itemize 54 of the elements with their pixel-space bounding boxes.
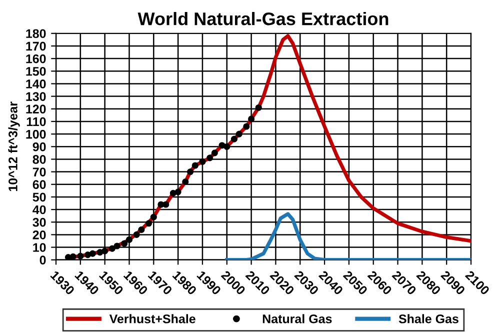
point bbox=[182, 178, 189, 186]
point bbox=[77, 252, 84, 260]
point bbox=[108, 245, 116, 252]
y-tick-label: 130 bbox=[26, 92, 46, 101]
point bbox=[70, 253, 76, 260]
point bbox=[170, 190, 176, 196]
point bbox=[121, 240, 128, 247]
point bbox=[230, 136, 238, 142]
point bbox=[199, 158, 206, 166]
point bbox=[243, 123, 250, 130]
line-series bbox=[225, 212, 471, 260]
point bbox=[126, 236, 133, 244]
point bbox=[162, 201, 170, 208]
y-tick-label: 30 bbox=[32, 218, 46, 227]
point bbox=[150, 214, 157, 220]
y-tick-label: 150 bbox=[26, 66, 46, 76]
y-tick-label: 120 bbox=[26, 104, 46, 114]
y-tick-label: 90 bbox=[32, 142, 46, 152]
point bbox=[211, 150, 218, 156]
point bbox=[224, 143, 230, 150]
point bbox=[96, 249, 104, 256]
point bbox=[133, 231, 140, 238]
point bbox=[186, 168, 194, 176]
point bbox=[236, 130, 242, 138]
point bbox=[84, 252, 92, 258]
y-tick-label: 100 bbox=[26, 130, 46, 139]
y-tick-label: 60 bbox=[32, 180, 46, 190]
point bbox=[255, 104, 262, 111]
y-tick-label: 170 bbox=[26, 42, 46, 51]
y-tick-label: 160 bbox=[26, 54, 46, 64]
y-tick-label: 0 bbox=[40, 256, 46, 265]
y-tick-label: 110 bbox=[26, 117, 46, 126]
y-tick-label: 20 bbox=[32, 230, 46, 240]
point bbox=[114, 242, 120, 250]
point bbox=[102, 248, 108, 254]
point bbox=[174, 188, 182, 196]
y-tick-label: 50 bbox=[32, 192, 46, 202]
y-tick-label: 10 bbox=[33, 243, 46, 252]
point bbox=[248, 116, 255, 122]
point bbox=[89, 250, 96, 257]
point bbox=[138, 226, 145, 233]
legend-label: Natural Gas bbox=[262, 314, 332, 324]
y-tick-label: 80 bbox=[32, 155, 46, 164]
y-tick-label: 40 bbox=[32, 205, 46, 214]
point bbox=[192, 162, 198, 169]
y-axis-title: 10^12 ft^3/year bbox=[8, 102, 20, 192]
point bbox=[206, 154, 214, 162]
legend-label: Shale Gas bbox=[398, 314, 458, 324]
legend-label: Verhust+Shale bbox=[109, 314, 196, 324]
y-tick-label: 70 bbox=[32, 168, 46, 176]
y-tick-label: 180 bbox=[26, 29, 46, 38]
point bbox=[145, 220, 152, 227]
chart-title: World Natural-Gas Extraction bbox=[138, 12, 388, 26]
y-tick-label: 140 bbox=[26, 80, 46, 88]
